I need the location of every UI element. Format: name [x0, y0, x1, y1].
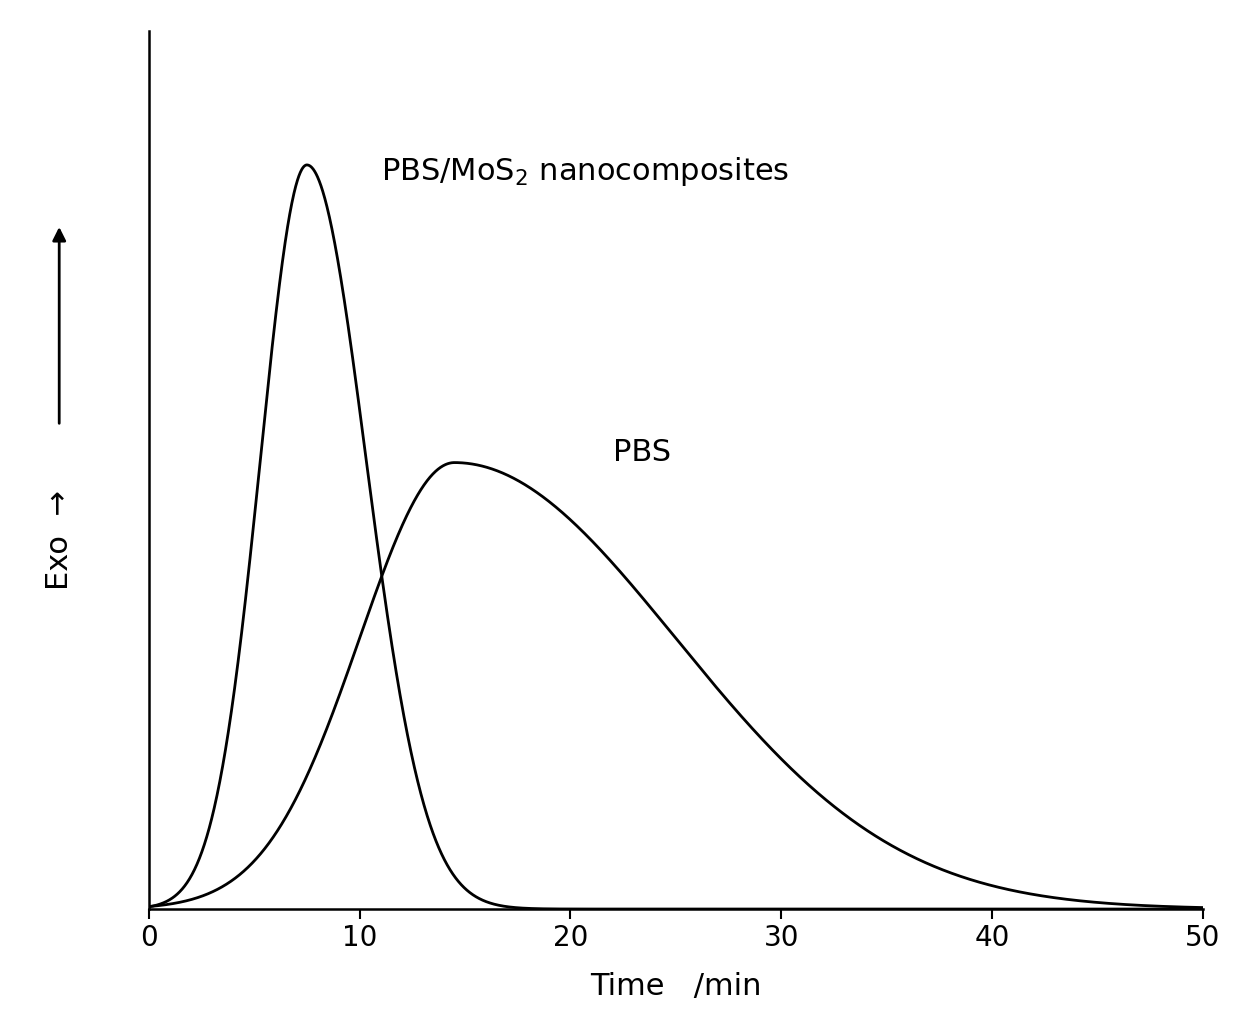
X-axis label: Time   /min: Time /min [590, 972, 761, 1001]
Text: PBS/MoS$_2$ nanocomposites: PBS/MoS$_2$ nanocomposites [381, 155, 789, 188]
Text: Exo  →: Exo → [45, 491, 73, 590]
Text: PBS: PBS [613, 438, 671, 467]
